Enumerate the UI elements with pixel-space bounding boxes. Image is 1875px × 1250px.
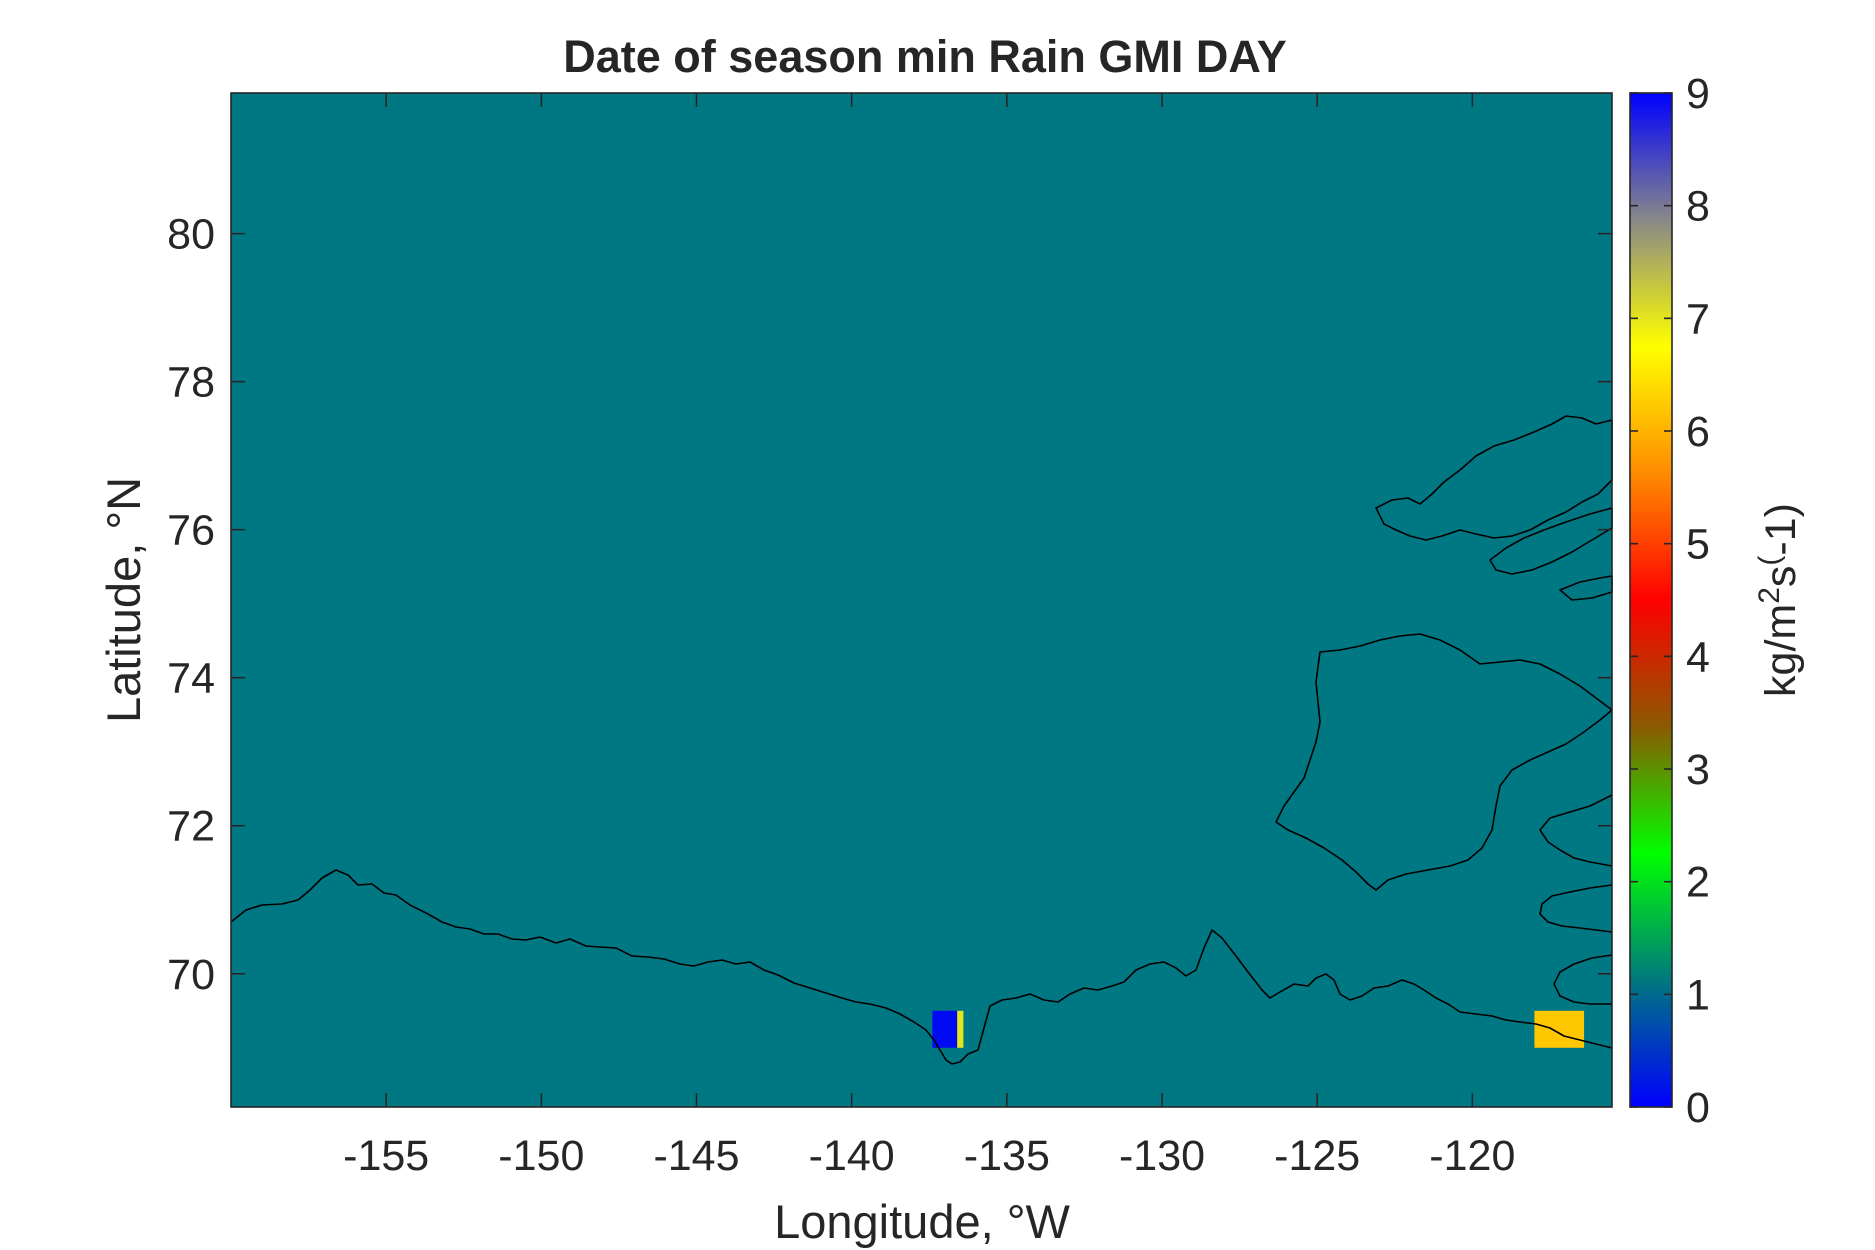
colorbar-frame [1629,92,1673,1108]
colorbar-tick-label: 6 [1686,408,1710,456]
y-tick-label: 72 [167,803,215,851]
map-background [231,93,1612,1107]
victoria-island-coastline [1539,794,1613,867]
colorbar-tick-label: 4 [1686,633,1710,681]
colorbar-tick-label: 0 [1686,1084,1710,1132]
x-tick-label: -130 [1119,1132,1205,1180]
colorbar: 0 1 2 3 4 5 6 7 8 9 kg/m2s(-1) [1629,70,1805,1132]
y-tick-label: 70 [167,951,215,999]
y-tick-label: 80 [167,211,215,259]
x-tick-label: -125 [1274,1132,1360,1180]
x-tick-label: -145 [653,1132,739,1180]
x-axis-ticks: -155 -150 -145 -140 -135 -130 -125 -120 [343,93,1515,1180]
chart-title: Date of season min Rain GMI DAY [563,31,1287,82]
data-cell-2 [1534,1010,1585,1048]
coastlines [230,415,1613,1065]
y-tick-label: 76 [167,507,215,555]
colorbar-scale [1630,93,1672,1107]
data-cell-1 [957,1010,964,1048]
victoria-island-south-coastline [1539,884,1613,933]
colorbar-ticks: 0 1 2 3 4 5 6 7 8 9 [1630,70,1710,1132]
x-tick-label: -155 [343,1132,429,1180]
banks-island-coastline [1275,633,1613,891]
colorbar-tick-label: 2 [1686,859,1710,907]
plot-area: -155 -150 -145 -140 -135 -130 -125 -120 7072747… [167,92,1613,1180]
amundsen-gulf-coastline [1553,954,1613,1005]
colorbar-tick-label: 9 [1686,70,1710,118]
data-cell-0 [932,1010,958,1048]
colorbar-tick-label: 7 [1686,295,1710,343]
colorbar-tick-label: 3 [1686,746,1710,794]
colorbar-tick-label: 1 [1686,971,1710,1019]
alaska-coastline [230,869,1613,1065]
y-axis-label: Latitude, °N [97,477,150,723]
colorbar-tick-label: 5 [1686,521,1710,569]
x-tick-label: -140 [809,1132,895,1180]
colorbar-tick-label: 8 [1686,183,1710,231]
y-tick-label: 74 [167,655,215,703]
plot-frame [230,92,1613,1108]
x-tick-label: -150 [498,1132,584,1180]
colorbar-label: kg/m2s(-1) [1753,503,1805,697]
y-tick-label: 78 [167,359,215,407]
data-cells [932,1010,1585,1048]
x-axis-label: Longitude, °W [774,1195,1070,1248]
x-tick-label: -120 [1429,1132,1515,1180]
x-tick-label: -135 [964,1132,1050,1180]
y-axis-ticks: 70 72 74 76 78 80 [167,211,1612,999]
